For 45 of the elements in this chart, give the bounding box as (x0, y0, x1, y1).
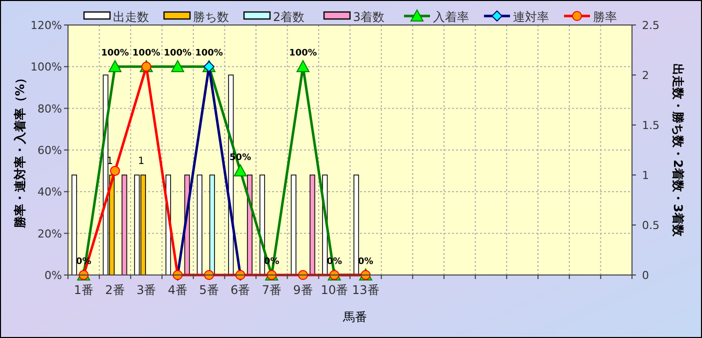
data-label: 100% (132, 48, 160, 59)
point (110, 166, 120, 176)
x-tick-label: 9番 (293, 283, 313, 297)
y2-tick-label: 0 (642, 269, 649, 282)
y2-tick-label: 2 (642, 69, 649, 82)
legend-label: 勝率 (593, 10, 617, 24)
x-tick-label: 6番 (230, 283, 250, 297)
legend-label: 勝ち数 (193, 10, 229, 24)
y2-axis-title: 出走数・勝ち数・2着数・3着数 (671, 64, 685, 238)
legend-label: 3着数 (353, 10, 385, 24)
point (171, 60, 184, 72)
y2-tick-label: 0.5 (642, 219, 660, 232)
y-tick-label: 40% (38, 186, 62, 199)
x-tick-label: 3番 (136, 283, 156, 297)
legend-label: 連対率 (513, 10, 549, 24)
y-axis-title: 勝率・連対率・入着率（%） (13, 72, 27, 230)
data-label: 100% (289, 48, 317, 59)
x-tick-label: 2番 (105, 283, 125, 297)
y2-tick-label: 1.5 (642, 119, 660, 132)
y-tick-label: 120% (30, 19, 62, 32)
y2-tick-label: 1 (642, 169, 649, 182)
data-label: 100% (195, 48, 223, 59)
x-axis-title: 馬番 (342, 310, 367, 324)
y-tick-label: 100% (30, 60, 62, 74)
data-label: 100% (101, 48, 129, 59)
legend-label: 出走数 (113, 10, 149, 24)
x-tick-label: 13番 (352, 283, 380, 297)
y2-tick-label: 2.5 (642, 19, 660, 32)
y-tick-label: 0% (44, 269, 62, 282)
data-label: 100% (164, 48, 192, 59)
x-tick-label: 1番 (74, 283, 94, 297)
point (234, 164, 247, 176)
y-tick-label: 20% (38, 227, 62, 240)
x-tick-label: 4番 (168, 283, 188, 297)
x-tick-label: 10番 (320, 283, 348, 297)
y-tick-label: 60% (38, 144, 62, 157)
x-tick-label: 7番 (262, 283, 282, 297)
x-tick-label: 5番 (199, 283, 219, 297)
point (108, 60, 122, 72)
y-tick-label: 80% (38, 102, 62, 116)
data-label: 0% (358, 257, 374, 267)
legend-label: 入着率 (433, 10, 469, 24)
data-label: 1 (138, 156, 144, 167)
point (296, 60, 310, 72)
legend-label: 2着数 (273, 10, 305, 24)
